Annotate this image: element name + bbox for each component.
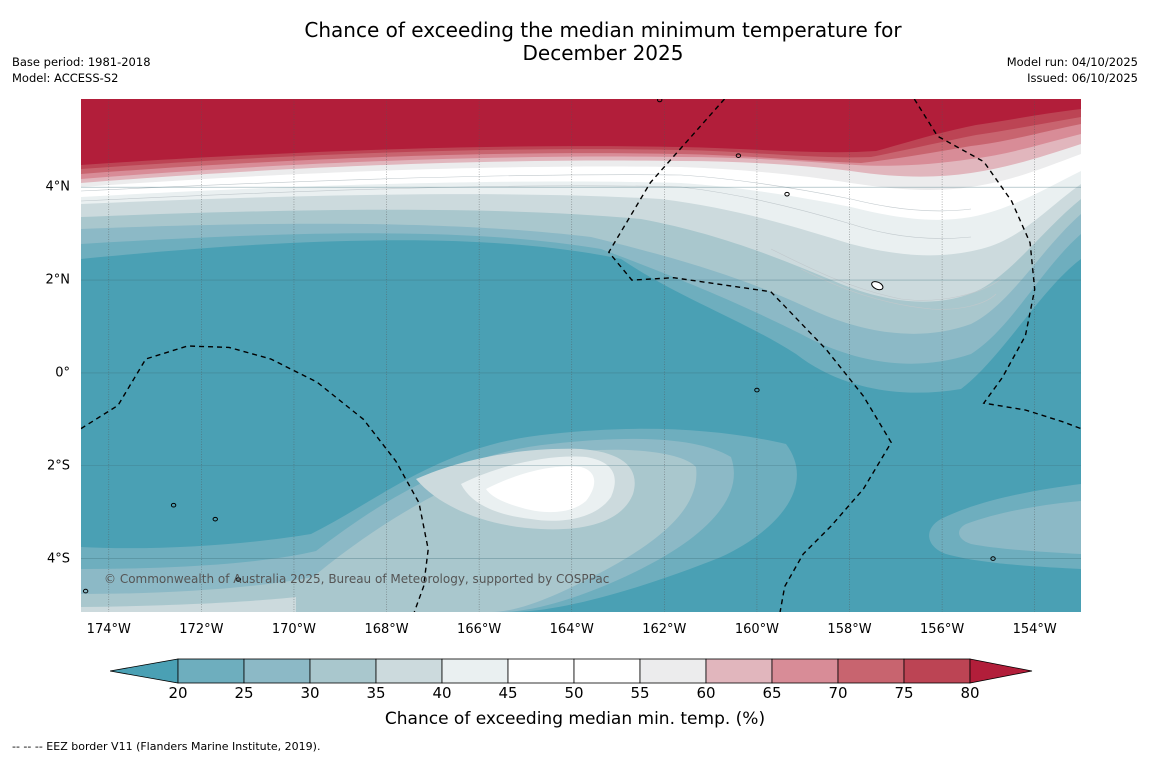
southeast-anomaly xyxy=(929,484,1081,569)
northern-gradient xyxy=(81,99,1081,429)
islands xyxy=(82,99,996,594)
colorbar-tick-label: 65 xyxy=(762,684,782,702)
colorbar-tick-label: 75 xyxy=(894,684,914,702)
colorbar-tick-label: 45 xyxy=(498,684,518,702)
issued-text: Issued: 06/10/2025 xyxy=(1027,71,1138,85)
contour-lines xyxy=(81,174,1002,310)
lat-label: 4°N xyxy=(45,179,71,195)
colorbar-segment xyxy=(639,658,707,684)
colorbar-tick-label: 35 xyxy=(366,684,386,702)
lon-label: 158°W xyxy=(827,622,872,637)
meta-right: Model run: 04/10/2025 Issued: 06/10/2025 xyxy=(1007,54,1138,86)
colorbar-tick-label: 55 xyxy=(630,684,650,702)
colorbar-segment xyxy=(309,658,377,684)
colorbar-segment xyxy=(903,658,971,684)
colorbar-segment xyxy=(441,658,509,684)
colorbar-tick-label: 30 xyxy=(300,684,320,702)
graticule xyxy=(81,99,1081,612)
title-line-1: Chance of exceeding the median minimum t… xyxy=(304,18,902,42)
lon-label: 156°W xyxy=(920,622,965,637)
colorbar-title: Chance of exceeding median min. temp. (%… xyxy=(384,709,766,729)
eez-border-eez-central xyxy=(607,99,893,612)
island-teraina xyxy=(735,153,742,158)
lat-label: 2°N xyxy=(45,272,71,288)
lon-label: 164°W xyxy=(549,622,594,637)
lon-label: 154°W xyxy=(1012,622,1057,637)
island-phoenix xyxy=(235,577,242,582)
colorbar-segment xyxy=(573,658,641,684)
probability-map xyxy=(81,99,1081,612)
colorbar-tick-label: 25 xyxy=(234,684,254,702)
island-kiritimati xyxy=(871,281,884,291)
lat-label: 2°S xyxy=(46,458,70,474)
colorbar-tick-label: 60 xyxy=(696,684,716,702)
colorbar-segment xyxy=(177,658,245,684)
colorbar-tick-label: 70 xyxy=(828,684,848,702)
island-canton xyxy=(82,588,89,594)
colorbar-extend-low xyxy=(110,658,179,684)
island-palmyra xyxy=(657,99,663,103)
eez-footnote: -- -- -- EEZ border V11 (Flanders Marine… xyxy=(12,740,321,753)
colorbar-segment xyxy=(705,658,773,684)
colorbar xyxy=(110,658,1033,684)
lon-label: 174°W xyxy=(86,622,131,637)
island-tabuaeran xyxy=(784,191,790,197)
island-jarvis xyxy=(754,387,760,393)
model-run-text: Model run: 04/10/2025 xyxy=(1006,55,1138,69)
copyright-notice: © Commonwealth of Australia 2025, Bureau… xyxy=(104,572,610,586)
map-panel xyxy=(81,99,1081,612)
lon-label: 172°W xyxy=(179,622,224,637)
lon-label: 170°W xyxy=(271,622,317,637)
base-period-text: Base period: 1981-2018 xyxy=(12,55,151,69)
colorbar-tick-label: 40 xyxy=(432,684,452,702)
island-howland xyxy=(170,502,177,508)
map-title: Chance of exceeding the median minimum t… xyxy=(0,19,1150,65)
lon-label: 168°W xyxy=(364,622,409,637)
colorbar-tick-label: 20 xyxy=(168,684,188,702)
eez-borders xyxy=(81,99,1081,612)
colorbar-extend-high xyxy=(969,658,1033,684)
lon-label: 162°W xyxy=(642,622,687,637)
colorbar-segment xyxy=(837,658,905,684)
lat-label: 4°S xyxy=(46,551,70,567)
title-line-2: December 2025 xyxy=(522,41,684,65)
colorbar-segment xyxy=(771,658,839,684)
colorbar-tick-label: 80 xyxy=(960,684,980,702)
colorbar-segment xyxy=(507,658,575,684)
colorbar-segments xyxy=(110,658,1033,684)
colorbar-segment xyxy=(243,658,311,684)
island-baker xyxy=(212,516,218,522)
meta-left: Base period: 1981-2018 Model: ACCESS-S2 xyxy=(12,54,151,86)
lat-label: 0° xyxy=(55,365,70,381)
colorbar-segment xyxy=(375,658,443,684)
southern-anomaly xyxy=(81,428,797,612)
colorbar-tick-label: 50 xyxy=(564,684,584,702)
lon-label: 160°W xyxy=(734,622,780,637)
island-malden xyxy=(990,556,996,561)
lon-label: 166°W xyxy=(457,622,502,637)
model-text: Model: ACCESS-S2 xyxy=(12,71,119,85)
